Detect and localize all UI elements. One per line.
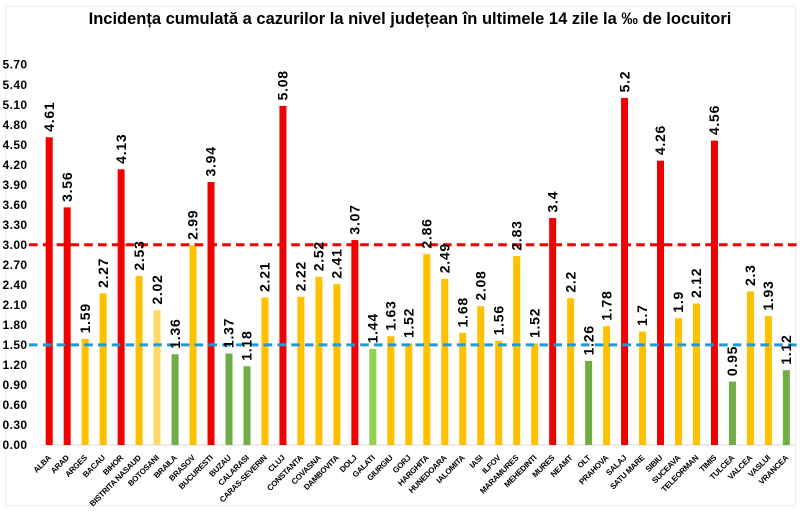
svg-text:3.00: 3.00 bbox=[3, 238, 28, 252]
svg-text:1.37: 1.37 bbox=[221, 318, 237, 348]
svg-text:4.56: 4.56 bbox=[706, 105, 722, 135]
svg-text:2.2: 2.2 bbox=[562, 271, 578, 293]
svg-text:1.59: 1.59 bbox=[77, 303, 93, 333]
svg-text:0.00: 0.00 bbox=[3, 438, 28, 452]
svg-text:0.60: 0.60 bbox=[3, 398, 28, 412]
svg-text:2.83: 2.83 bbox=[508, 220, 524, 250]
svg-text:4.80: 4.80 bbox=[3, 118, 28, 132]
svg-text:2.10: 2.10 bbox=[3, 298, 28, 312]
svg-text:1.63: 1.63 bbox=[383, 300, 399, 330]
svg-text:2.22: 2.22 bbox=[293, 261, 309, 291]
svg-text:0.30: 0.30 bbox=[3, 418, 28, 432]
svg-text:1.36: 1.36 bbox=[167, 318, 183, 348]
svg-text:2.41: 2.41 bbox=[329, 248, 345, 278]
svg-text:4.26: 4.26 bbox=[652, 125, 668, 155]
svg-text:2.02: 2.02 bbox=[149, 274, 165, 304]
svg-text:4.61: 4.61 bbox=[41, 102, 57, 132]
svg-text:5.08: 5.08 bbox=[275, 70, 291, 100]
svg-text:1.20: 1.20 bbox=[3, 358, 28, 372]
svg-text:2.27: 2.27 bbox=[95, 258, 111, 288]
svg-text:5.2: 5.2 bbox=[616, 71, 632, 93]
svg-text:2.52: 2.52 bbox=[311, 241, 327, 271]
svg-text:1.93: 1.93 bbox=[760, 280, 776, 310]
svg-text:2.40: 2.40 bbox=[3, 278, 28, 292]
svg-text:3.30: 3.30 bbox=[3, 218, 28, 232]
svg-text:3.56: 3.56 bbox=[59, 172, 75, 202]
svg-text:2.99: 2.99 bbox=[185, 210, 201, 240]
svg-text:Incidența cumulată a cazurilor: Incidența cumulată a cazurilor la nivel … bbox=[89, 10, 732, 28]
svg-text:2.86: 2.86 bbox=[418, 218, 434, 248]
svg-text:1.26: 1.26 bbox=[580, 325, 596, 355]
svg-text:1.18: 1.18 bbox=[239, 330, 255, 360]
svg-text:3.60: 3.60 bbox=[3, 198, 28, 212]
svg-text:2.70: 2.70 bbox=[3, 258, 28, 272]
svg-text:2.12: 2.12 bbox=[688, 268, 704, 298]
svg-text:1.52: 1.52 bbox=[401, 308, 417, 338]
svg-text:4.50: 4.50 bbox=[3, 138, 28, 152]
svg-text:3.94: 3.94 bbox=[203, 146, 219, 176]
svg-text:1.56: 1.56 bbox=[490, 305, 506, 335]
svg-text:3.90: 3.90 bbox=[3, 178, 28, 192]
svg-text:5.10: 5.10 bbox=[3, 98, 28, 112]
svg-text:3.07: 3.07 bbox=[347, 204, 363, 234]
svg-text:1.52: 1.52 bbox=[526, 308, 542, 338]
svg-text:1.9: 1.9 bbox=[670, 291, 686, 313]
svg-text:4.13: 4.13 bbox=[113, 134, 129, 164]
svg-text:2.49: 2.49 bbox=[436, 243, 452, 273]
svg-text:2.3: 2.3 bbox=[742, 264, 758, 286]
svg-text:1.68: 1.68 bbox=[454, 297, 470, 327]
svg-text:5.70: 5.70 bbox=[3, 58, 28, 72]
svg-text:0.90: 0.90 bbox=[3, 378, 28, 392]
svg-text:3.4: 3.4 bbox=[544, 191, 560, 213]
svg-text:2.21: 2.21 bbox=[257, 262, 273, 292]
svg-text:1.50: 1.50 bbox=[3, 338, 28, 352]
svg-text:1.44: 1.44 bbox=[365, 313, 381, 343]
svg-text:5.40: 5.40 bbox=[3, 78, 28, 92]
svg-text:1.80: 1.80 bbox=[3, 318, 28, 332]
svg-text:1.78: 1.78 bbox=[598, 290, 614, 320]
svg-text:2.53: 2.53 bbox=[131, 240, 147, 270]
svg-text:2.08: 2.08 bbox=[472, 270, 488, 300]
svg-text:0.95: 0.95 bbox=[724, 346, 740, 376]
svg-text:4.20: 4.20 bbox=[3, 158, 28, 172]
svg-text:1.12: 1.12 bbox=[778, 334, 794, 364]
svg-text:1.7: 1.7 bbox=[634, 304, 650, 326]
